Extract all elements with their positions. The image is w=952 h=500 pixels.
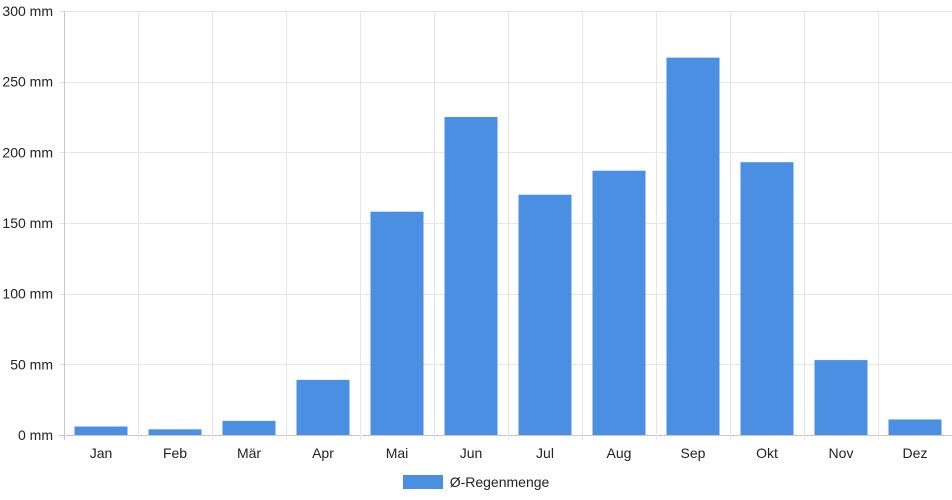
x-tick-label: Apr [312, 445, 334, 461]
bar [814, 360, 868, 435]
x-tick-label: Feb [163, 445, 187, 461]
bar [888, 419, 942, 435]
y-tick-label: 100 mm [2, 286, 53, 302]
y-tick-label: 150 mm [2, 215, 53, 231]
bar [370, 211, 424, 435]
bars [74, 57, 942, 435]
legend-label: Ø-Regenmenge [449, 474, 550, 490]
y-tick-label: 0 mm [18, 427, 53, 443]
x-tick-label: Jan [90, 445, 113, 461]
y-axis-tick-labels: 0 mm 50 mm 100 mm 150 mm 200 mm 250 mm 300 mm [2, 3, 53, 443]
bar [592, 170, 646, 435]
grid [59, 11, 952, 440]
x-tick-label: Aug [607, 445, 632, 461]
x-axis-tick-labels: Jan Feb Mär Apr Mai Jun Jul Aug Sep Okt Nov Dez [90, 445, 928, 461]
x-tick-label: Okt [756, 445, 778, 461]
bar [222, 420, 276, 435]
bar [518, 194, 572, 435]
bar [296, 379, 350, 435]
legend-swatch [402, 475, 443, 489]
bar [740, 162, 794, 435]
x-tick-label: Jul [536, 445, 554, 461]
bar [148, 429, 202, 435]
x-tick-label: Jun [460, 445, 483, 461]
x-tick-label: Mär [237, 445, 261, 461]
x-tick-label: Nov [829, 445, 854, 461]
x-tick-label: Mai [386, 445, 409, 461]
x-tick-label: Dez [903, 445, 928, 461]
y-tick-label: 50 mm [10, 356, 53, 372]
y-tick-label: 300 mm [2, 3, 53, 19]
y-tick-label: 200 mm [2, 144, 53, 160]
legend-item-rainfall[interactable]: Ø-Regenmenge [402, 474, 550, 490]
x-tick-label: Sep [681, 445, 706, 461]
y-tick-label: 250 mm [2, 74, 53, 90]
bar [666, 57, 720, 435]
bar [444, 117, 498, 435]
legend: Ø-Regenmenge [0, 468, 952, 496]
bar [74, 426, 128, 435]
